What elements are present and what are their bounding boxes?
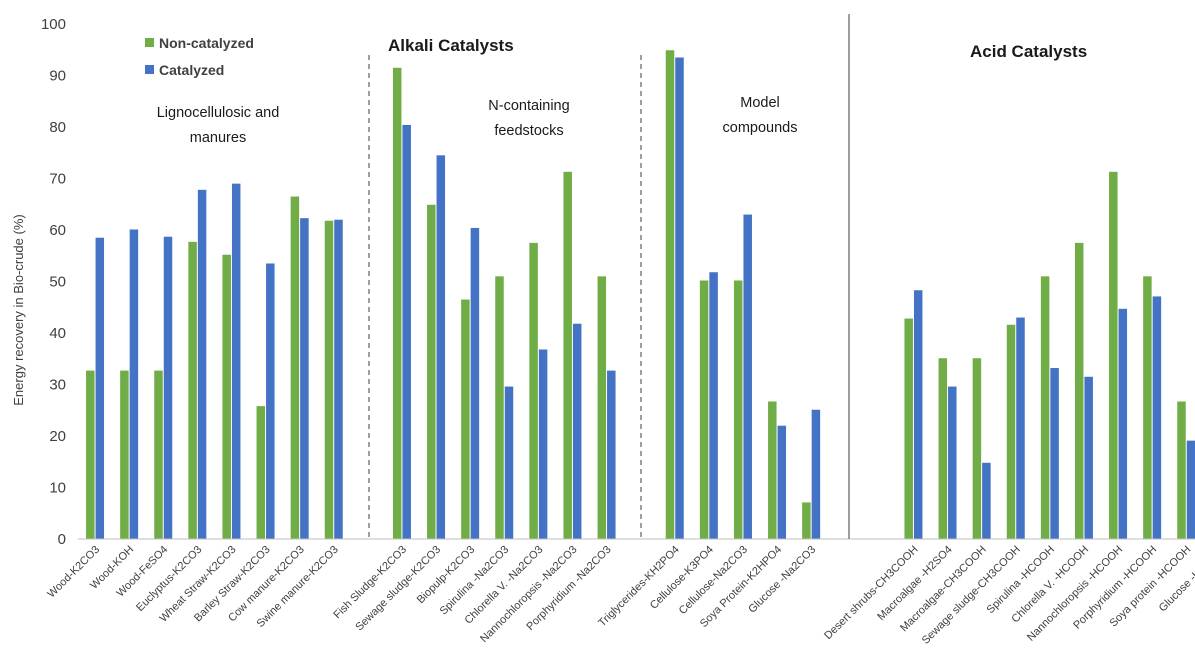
bar-non-catalyzed (1006, 324, 1016, 539)
bar-catalyzed (913, 290, 923, 539)
bar-catalyzed (470, 227, 480, 539)
legend-label-catalyzed: Catalyzed (159, 62, 224, 78)
bar-non-catalyzed (1040, 276, 1050, 539)
bar-catalyzed (504, 386, 514, 539)
bar-catalyzed (334, 219, 343, 539)
bar-non-catalyzed (1177, 401, 1186, 539)
y-tick-label: 0 (58, 531, 66, 548)
group-title-acid: Acid Catalysts (970, 42, 1087, 61)
bar-catalyzed (675, 57, 684, 539)
subtitle-n-containing-line1: N-containing (488, 98, 569, 114)
bar-non-catalyzed (427, 204, 436, 539)
bar-catalyzed (1152, 296, 1162, 539)
bar-catalyzed (266, 263, 275, 539)
bar-non-catalyzed (802, 502, 811, 539)
bar-catalyzed (1016, 317, 1025, 539)
bar-catalyzed (436, 155, 446, 539)
bar-non-catalyzed (699, 280, 709, 539)
bar-non-catalyzed (972, 358, 982, 539)
bar-catalyzed (709, 272, 718, 539)
subtitle-lignocellulosic-line2: manures (190, 130, 246, 146)
bar-catalyzed (1084, 376, 1093, 539)
y-tick-label: 60 (49, 222, 66, 239)
group-title-alkali: Alkali Catalysts (388, 36, 514, 55)
bar-non-catalyzed (120, 370, 129, 539)
bar-non-catalyzed (1109, 171, 1118, 539)
y-axis-label: Energy recovery in Bio-crude (%) (11, 214, 26, 405)
bar-catalyzed (607, 370, 616, 539)
bar-catalyzed (231, 183, 241, 539)
bar-non-catalyzed (188, 241, 197, 539)
bar-non-catalyzed (290, 196, 300, 539)
y-tick-label: 20 (49, 428, 66, 445)
x-axis-ticks: Wood-K2CO3Wood-KOHWood-FeSO4Euclyptus-K2… (45, 544, 1195, 647)
y-tick-label: 10 (49, 480, 66, 497)
bar-catalyzed (300, 218, 309, 539)
y-tick-label: 50 (49, 274, 66, 291)
legend-swatch-catalyzed (145, 65, 154, 74)
bar-non-catalyzed (154, 370, 163, 539)
bar-non-catalyzed (1143, 276, 1152, 539)
bar-non-catalyzed (938, 358, 948, 539)
y-tick-label: 100 (41, 16, 66, 33)
y-tick-label: 40 (49, 325, 66, 342)
bar-non-catalyzed (222, 254, 231, 539)
bar-non-catalyzed (904, 318, 913, 539)
x-tick-label: Glucose -Na2CO3 (746, 544, 818, 616)
bar-non-catalyzed (768, 401, 777, 539)
bar-catalyzed (163, 236, 173, 539)
bar-non-catalyzed (529, 242, 538, 539)
subtitle-lignocellulosic-line1: Lignocellulosic and (157, 105, 280, 121)
bar-catalyzed (1118, 308, 1128, 539)
bar-catalyzed (1050, 368, 1059, 539)
subtitle-model-line2: compounds (723, 120, 798, 136)
bar-catalyzed (197, 189, 207, 539)
bar-non-catalyzed (461, 299, 470, 539)
bar-non-catalyzed (256, 406, 266, 539)
bar-catalyzed (743, 214, 752, 540)
bar-catalyzed (777, 425, 787, 539)
legend-swatch-non-catalyzed (145, 38, 154, 47)
y-tick-label: 70 (49, 171, 66, 188)
bar-non-catalyzed (597, 276, 607, 539)
bar-non-catalyzed (563, 171, 572, 539)
bar-catalyzed (982, 462, 991, 539)
y-tick-label: 30 (49, 377, 66, 394)
bar-non-catalyzed (733, 280, 743, 539)
bar-non-catalyzed (86, 370, 95, 539)
bar-non-catalyzed (495, 276, 504, 539)
bar-catalyzed (538, 349, 548, 539)
bar-catalyzed (948, 386, 957, 539)
bar-non-catalyzed (324, 220, 334, 540)
legend: Non-catalyzed Catalyzed (145, 35, 254, 78)
y-axis-ticks: 0 10 20 30 40 50 60 70 80 90 100 (41, 16, 66, 548)
y-tick-label: 80 (49, 119, 66, 136)
bar-catalyzed (811, 409, 821, 539)
bar-catalyzed (95, 237, 105, 539)
subtitle-n-containing-line2: feedstocks (494, 123, 563, 139)
bars (86, 50, 1195, 540)
y-tick-label: 90 (49, 68, 66, 85)
bar-catalyzed (129, 229, 139, 540)
x-tick-label: Wood-K2CO3 (45, 544, 102, 601)
bar-non-catalyzed (1074, 242, 1084, 539)
bar-non-catalyzed (392, 67, 402, 540)
subtitle-model-line1: Model (740, 95, 780, 111)
bar-catalyzed (402, 124, 411, 539)
bar-catalyzed (1186, 440, 1195, 539)
x-tick-label: Cellulose-K3PO4 (648, 544, 716, 612)
bar-catalyzed (572, 323, 582, 539)
legend-label-non-catalyzed: Non-catalyzed (159, 35, 254, 51)
bar-non-catalyzed (665, 50, 675, 539)
